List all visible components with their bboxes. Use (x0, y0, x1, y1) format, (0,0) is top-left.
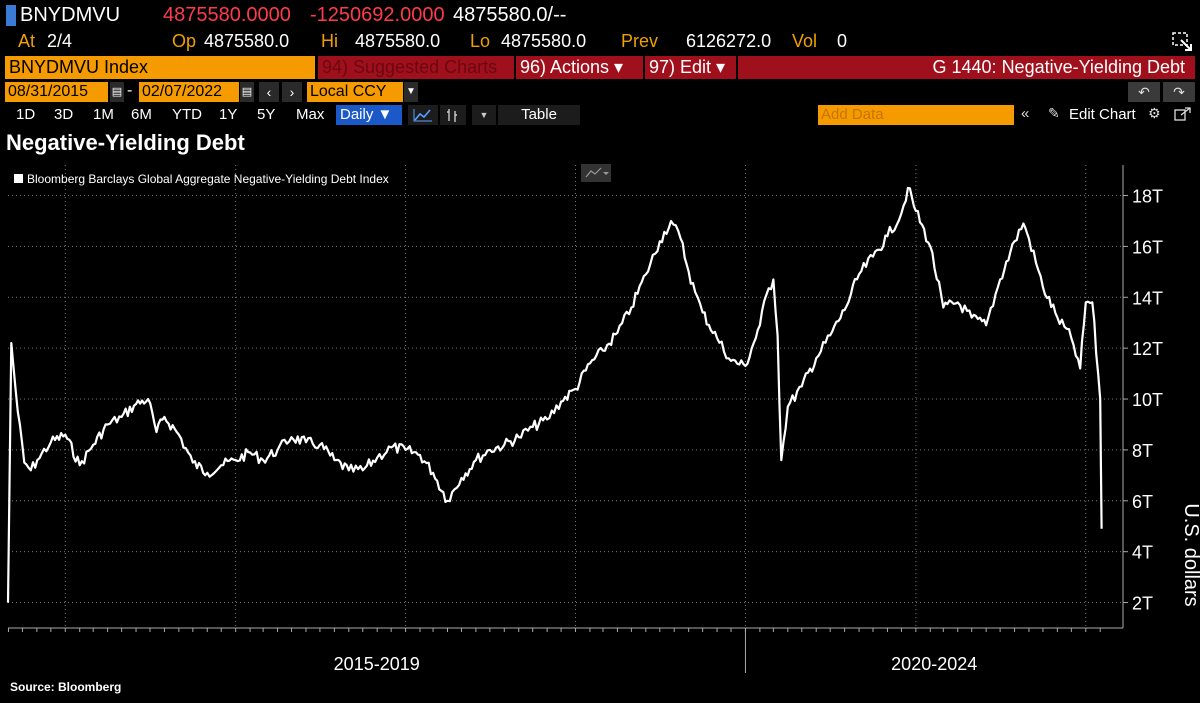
volume-value: 0 (837, 31, 848, 51)
source-note: Source: Bloomberg (10, 680, 122, 694)
calendar-icon[interactable]: ▤ (110, 82, 124, 102)
export-icon[interactable] (1173, 107, 1193, 123)
bar-chart-icon[interactable] (440, 105, 466, 125)
period-max[interactable]: Max (296, 106, 325, 123)
expand-icon[interactable] (1172, 32, 1194, 52)
y-tick-label: 14T (1132, 288, 1163, 308)
negative-yielding-debt-line (6, 186, 1103, 603)
quote-row: At 2/4 Op 4875580.0 Hi 4875580.0 Lo 4875… (0, 30, 1200, 54)
period-3d[interactable]: 3D (54, 106, 74, 123)
y-tick-label: 4T (1132, 543, 1153, 563)
y-tick-label: 16T (1132, 237, 1163, 257)
collapse-icon[interactable]: « (1021, 105, 1030, 122)
menu-divider (643, 56, 645, 79)
x-period-label: 2015-2019 (334, 654, 420, 674)
edit-chart-button[interactable]: Edit Chart (1069, 106, 1136, 123)
volume-label: Vol (792, 31, 818, 51)
at-value: 2/4 (47, 31, 73, 51)
at-label: At (18, 31, 36, 51)
next-arrow-icon[interactable]: › (282, 82, 302, 102)
command-bar: BNYDMVU Index 94) Suggested Charts 96) A… (0, 55, 1200, 80)
ticker-symbol: BNYDMVU (20, 4, 121, 26)
legend-label: Bloomberg Barclays Global Aggregate Nega… (27, 172, 389, 186)
low-value: 4875580.0 (501, 31, 587, 51)
chevron-down-icon[interactable]: ▼ (404, 82, 418, 102)
line-chart-icon[interactable] (408, 105, 438, 125)
period-ytd[interactable]: YTD (172, 106, 202, 123)
start-date-input[interactable]: 08/31/2015 (5, 82, 108, 102)
undo-icon[interactable]: ↶ (1128, 82, 1160, 102)
chart-legend: Bloomberg Barclays Global Aggregate Nega… (14, 172, 389, 186)
pencil-icon[interactable]: ✎ (1048, 105, 1060, 121)
y-axis-ticks: 2T 4T 6T 8T 10T 12T 14T 16T 18T (1123, 187, 1163, 614)
period-5y[interactable]: 5Y (257, 106, 276, 123)
table-button[interactable]: Table (498, 105, 580, 125)
line-chart: 2T 4T 6T 8T 10T 12T 14T 16T 18T 2015-2019 2020-20… (6, 164, 1200, 674)
date-range-row: 08/31/2015 ▤ - 02/07/2022 ▤ ‹ › Local CC… (0, 81, 1200, 103)
high-label: Hi (321, 31, 338, 51)
actions-menu[interactable]: 96) Actions ▾ (520, 57, 624, 77)
price-change: -1250692.0000 (310, 4, 445, 26)
prev-value: 6126272.0 (686, 31, 772, 51)
x-axis-labels: 2015-2019 2020-2024 (334, 654, 978, 674)
open-value: 4875580.0 (204, 31, 290, 51)
add-data-input[interactable]: Add Data (818, 105, 1014, 125)
menu-divider (514, 56, 516, 79)
currency-select[interactable]: Local CCY (307, 82, 403, 102)
menu-divider (736, 56, 738, 79)
frequency-select[interactable]: Daily ▼ (336, 105, 402, 125)
legend-swatch (14, 174, 23, 183)
period-6m[interactable]: 6M (131, 106, 152, 123)
last-price: 4875580.0000 (163, 4, 291, 26)
ticker-row: BNYDMVU 4875580.0000 -1250692.0000 48755… (0, 0, 1200, 30)
chart-type-icon[interactable] (581, 164, 611, 182)
chart-title: Negative-Yielding Debt (6, 130, 245, 155)
date-separator: - (127, 82, 133, 99)
period-1y[interactable]: 1Y (219, 106, 238, 123)
y-tick-label: 10T (1132, 390, 1163, 410)
y-tick-label: 6T (1132, 492, 1153, 512)
period-row: 1D 3D 1M 6M YTD 1Y 5Y Max Daily ▼ ▼ Tabl… (0, 104, 1200, 126)
chevron-down-icon[interactable]: ▼ (472, 105, 496, 125)
edit-menu[interactable]: 97) Edit ▾ (649, 57, 726, 77)
bid-ask: 4875580.0/-- (453, 4, 567, 26)
menu-bar: 94) Suggested Charts 96) Actions ▾ 97) E… (318, 56, 1195, 79)
suggested-charts-button[interactable]: 94) Suggested Charts (322, 57, 498, 77)
open-label: Op (172, 31, 197, 51)
y-axis-label: U.S. dollars (1180, 503, 1200, 606)
previous-arrow-icon[interactable]: ‹ (259, 82, 279, 102)
security-marker (6, 5, 16, 26)
prev-label: Prev (621, 31, 659, 51)
low-label: Lo (470, 31, 491, 51)
high-value: 4875580.0 (355, 31, 441, 51)
security-input[interactable]: BNYDMVU Index (5, 56, 315, 79)
x-period-label: 2020-2024 (891, 654, 977, 674)
period-1m[interactable]: 1M (93, 106, 114, 123)
y-tick-label: 2T (1132, 594, 1153, 614)
end-date-input[interactable]: 02/07/2022 (139, 82, 239, 102)
y-tick-label: 18T (1132, 187, 1163, 207)
settings-icon[interactable]: ⚙ (1148, 105, 1161, 121)
redo-icon[interactable]: ↷ (1163, 82, 1195, 102)
calendar-icon[interactable]: ▤ (240, 82, 254, 102)
chart-axes (7, 165, 1124, 673)
y-tick-label: 12T (1132, 339, 1163, 359)
y-tick-label: 8T (1132, 441, 1153, 461)
page-title: G 1440: Negative-Yielding Debt (932, 57, 1185, 77)
period-1d[interactable]: 1D (16, 106, 36, 123)
